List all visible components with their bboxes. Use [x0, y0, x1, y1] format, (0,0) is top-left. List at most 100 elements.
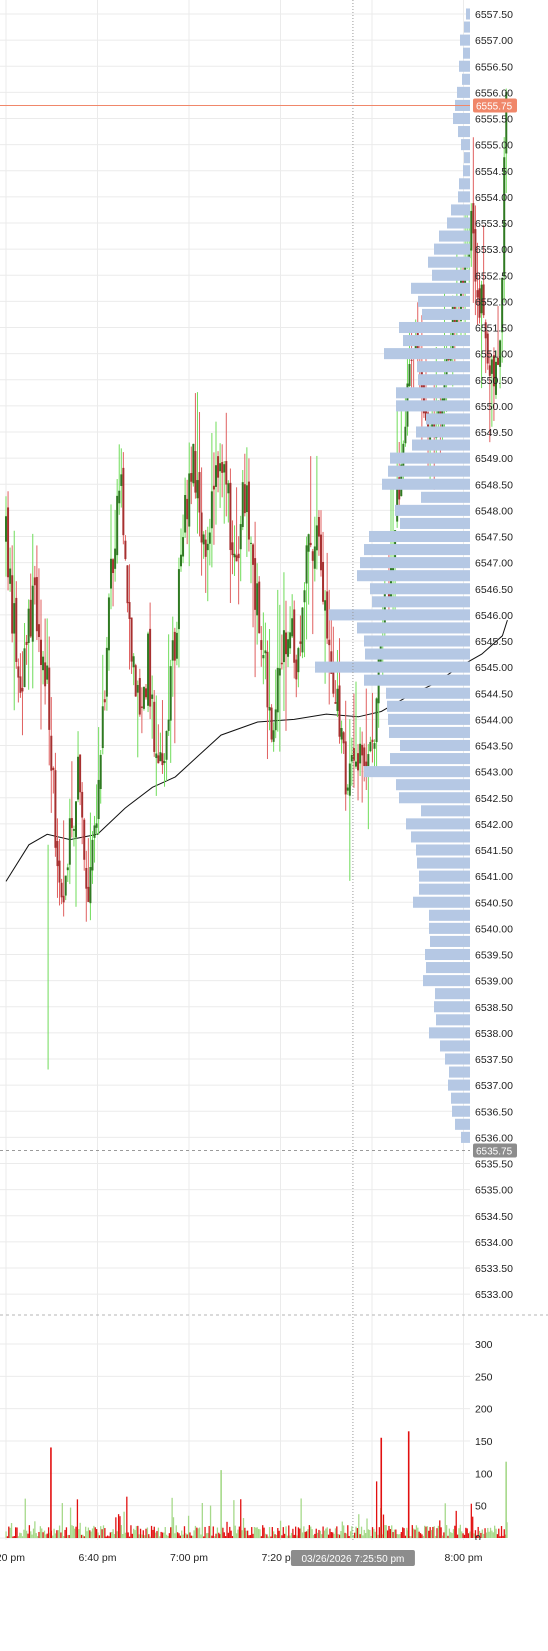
volume-bar — [257, 1528, 260, 1538]
volume-bar — [400, 1532, 402, 1538]
profile-bar — [464, 152, 470, 164]
volume-bar — [474, 1530, 477, 1538]
candle-body — [221, 462, 224, 473]
volume-bar — [116, 1531, 118, 1538]
volume-bar — [253, 1527, 256, 1538]
volume-bar — [80, 1534, 83, 1538]
candle — [287, 631, 290, 668]
price-axis[interactable]: 6557.50 6557.00 6556.50 6556.00 6555.50 6555.… — [475, 9, 513, 1301]
candle-body — [171, 640, 174, 661]
candle-body — [107, 597, 110, 651]
volume-bar — [74, 1528, 76, 1538]
candle-body — [404, 426, 407, 444]
volume-bar — [242, 1518, 245, 1538]
candle — [140, 687, 143, 734]
candle — [361, 731, 364, 803]
volume-bar — [465, 1527, 467, 1538]
profile-bar — [434, 243, 470, 255]
candle — [319, 510, 322, 577]
profile-bar — [429, 922, 470, 934]
volume-bar — [194, 1525, 197, 1538]
candle-body — [396, 486, 399, 522]
volume-bar — [392, 1532, 394, 1538]
profile-bar — [430, 935, 470, 947]
candle — [258, 576, 261, 634]
candle-body — [291, 618, 294, 637]
volume-bar — [171, 1497, 173, 1538]
price-tick-label: 6542.50 — [475, 793, 513, 805]
profile-bar — [411, 831, 470, 843]
candle-body — [219, 463, 222, 472]
candle-body — [328, 639, 331, 646]
volume-bar — [285, 1526, 287, 1538]
volume-bar — [462, 1533, 464, 1538]
candle — [354, 681, 357, 769]
candle — [128, 564, 131, 670]
volume-histogram — [5, 1431, 508, 1538]
candle-body — [103, 699, 106, 703]
price-tick-label: 6548.50 — [475, 479, 513, 491]
candle-body — [184, 495, 187, 533]
candle-body — [58, 860, 61, 883]
volume-bar — [395, 1529, 397, 1538]
candle-body — [264, 650, 267, 654]
candle-body — [128, 602, 131, 619]
volume-bar — [473, 1533, 475, 1538]
volume-bar — [256, 1527, 258, 1538]
volume-bar — [281, 1535, 283, 1538]
profile-bar — [382, 478, 470, 490]
volume-bar — [128, 1536, 131, 1538]
candle — [68, 798, 71, 885]
volume-bar — [216, 1527, 219, 1538]
volume-bar — [42, 1532, 44, 1538]
candle-body — [194, 451, 197, 493]
volume-bar — [301, 1532, 304, 1538]
candle — [227, 480, 230, 523]
candle-body — [237, 553, 240, 559]
profile-bar — [451, 204, 470, 216]
candle-body — [200, 512, 203, 543]
volume-bar — [443, 1532, 445, 1538]
candle-body — [159, 752, 162, 762]
volume-bar — [345, 1533, 348, 1538]
volume-bar — [480, 1532, 482, 1538]
profile-bar — [388, 465, 470, 477]
volume-bar — [122, 1533, 124, 1538]
time-axis[interactable]: 6:20 pm6:40 pm7:00 pm7:20 pm7:40 pm8:00 … — [0, 1540, 548, 1651]
volume-bar — [16, 1527, 18, 1538]
volume-bar — [182, 1534, 184, 1538]
volume-bar — [506, 1522, 508, 1538]
candle — [328, 589, 331, 705]
volume-bar — [386, 1530, 389, 1538]
candle — [249, 536, 252, 584]
volume-axis[interactable]: 300 250 200 150 100 50 0 — [475, 1339, 493, 1545]
volume-bar — [21, 1536, 24, 1538]
candle — [344, 700, 347, 811]
volume-bar — [137, 1525, 139, 1538]
price-tick-label: 6537.00 — [475, 1080, 513, 1092]
candle — [503, 137, 506, 303]
candle-body — [7, 507, 10, 578]
volume-bar — [338, 1534, 341, 1538]
profile-bar — [387, 700, 470, 712]
candle-body — [295, 659, 298, 680]
candle — [357, 744, 360, 801]
volume-bar — [226, 1521, 228, 1538]
price-tick-label: 6533.50 — [475, 1263, 513, 1275]
candle — [105, 636, 108, 711]
candle — [17, 658, 20, 703]
candle — [480, 280, 483, 389]
profile-bar — [364, 635, 470, 647]
candle-body — [120, 474, 123, 486]
candle-body — [163, 760, 166, 764]
candle — [375, 697, 378, 777]
volume-bar — [424, 1525, 426, 1538]
volume-tick-label: 100 — [475, 1468, 493, 1480]
candle — [315, 455, 318, 570]
candle — [338, 638, 341, 744]
candle — [305, 536, 308, 640]
volume-bar — [337, 1534, 339, 1538]
candle-body — [424, 411, 427, 421]
candle — [126, 565, 129, 613]
